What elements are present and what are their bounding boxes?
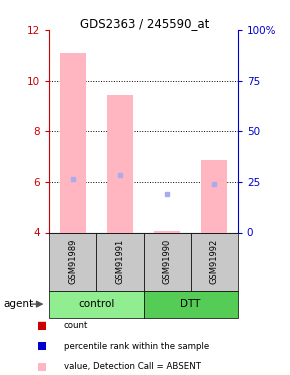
Text: control: control <box>78 299 115 309</box>
Bar <box>107 94 133 232</box>
Text: count: count <box>64 321 88 330</box>
Text: value, Detection Call = ABSENT: value, Detection Call = ABSENT <box>64 362 201 371</box>
Bar <box>154 231 180 232</box>
Text: GSM91991: GSM91991 <box>115 239 124 284</box>
Text: GDS2363 / 245590_at: GDS2363 / 245590_at <box>80 17 210 30</box>
Bar <box>96 232 144 291</box>
Bar <box>191 232 238 291</box>
Bar <box>144 232 191 291</box>
Text: agent: agent <box>3 299 33 309</box>
Text: GSM91992: GSM91992 <box>210 239 219 284</box>
Text: percentile rank within the sample: percentile rank within the sample <box>64 342 209 351</box>
Text: DTT: DTT <box>180 299 201 309</box>
Bar <box>201 160 227 232</box>
Bar <box>49 232 96 291</box>
Bar <box>144 291 238 318</box>
Text: GSM91990: GSM91990 <box>163 239 172 284</box>
Text: GSM91989: GSM91989 <box>68 239 77 284</box>
Bar <box>49 291 144 318</box>
Bar <box>60 53 86 232</box>
